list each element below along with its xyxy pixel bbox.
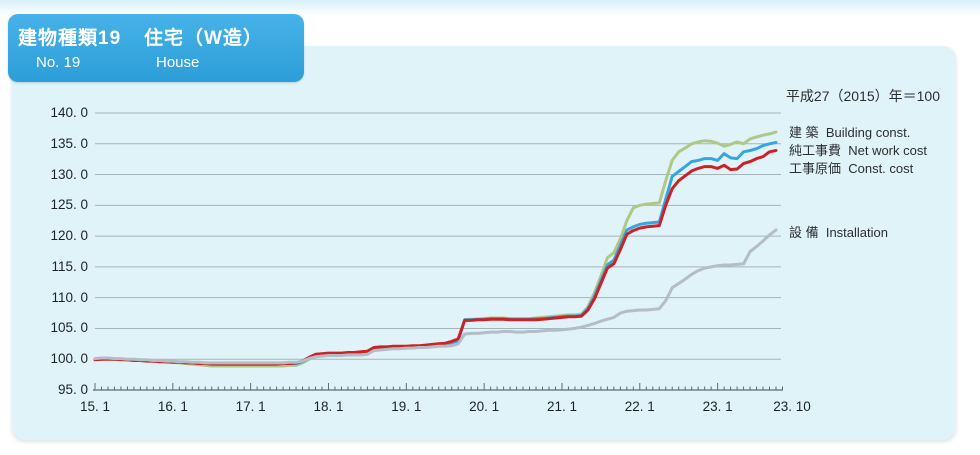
chart-title-box: 建物種類19 住宅（W造） No. 19 House — [8, 14, 304, 82]
base-year-annotation: 平成27（2015）年＝100 — [785, 88, 940, 104]
legend-net-work-cost: 純工事費 Net work cost — [789, 143, 927, 158]
legend-installation: 設 備 Installation — [789, 225, 888, 240]
page-top-band — [0, 0, 980, 16]
legend-building-const: 建 築 Building const. — [789, 125, 911, 140]
page-subtitle-en: House — [156, 54, 200, 71]
page-subtitle-no: No. 19 — [36, 54, 81, 71]
page-title-building: 住宅（W造） — [144, 28, 263, 49]
page-title-number: 建物種類19 — [18, 28, 122, 49]
legend-const-cost: 工事原価 Const. cost — [789, 161, 914, 176]
